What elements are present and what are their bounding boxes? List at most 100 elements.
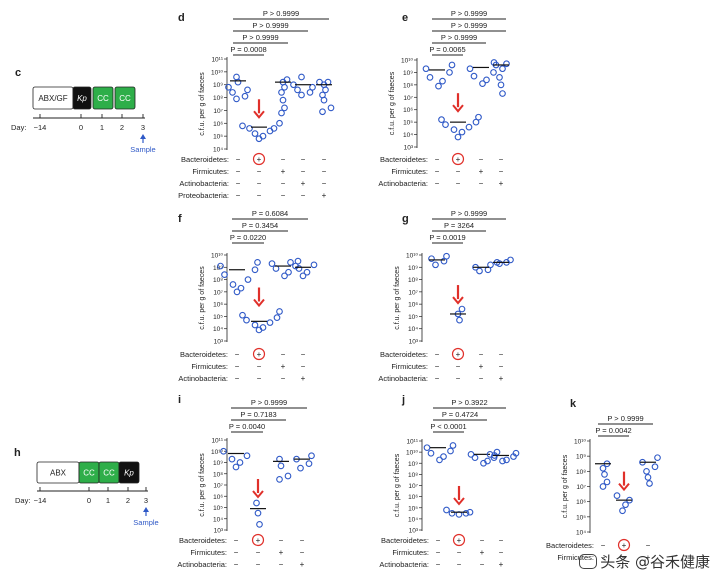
row-value: −: [436, 536, 441, 545]
row-label: Bacteroidetes:: [181, 155, 229, 164]
y-tick-label: 10⁹: [213, 82, 223, 89]
y-tick-label: 10⁵: [213, 505, 223, 512]
timeline-box-label: ABX/GF: [38, 94, 67, 103]
row-label: Actinobacteria:: [177, 560, 227, 569]
data-point: [254, 259, 261, 266]
data-point: [450, 126, 458, 133]
data-point: [276, 119, 283, 127]
arrow-down-icon: [618, 482, 630, 492]
panel-letter: d: [178, 12, 185, 24]
data-point: [448, 61, 456, 69]
data-point: [490, 69, 497, 76]
sample-arrow-icon: [143, 507, 149, 512]
arrow-down-icon: [252, 490, 264, 499]
p-value-label: P > 0.9999: [251, 398, 287, 407]
data-point: [443, 252, 450, 260]
row-value: +: [300, 560, 305, 569]
row-value: −: [456, 167, 461, 176]
y-axis-label: c.f.u. per g of faeces: [199, 72, 206, 136]
y-tick-label: 10⁷: [213, 108, 223, 115]
data-point: [306, 89, 314, 96]
row-label: Firmicutes:: [391, 362, 428, 371]
timeline-tick-label: 2: [120, 123, 124, 132]
row-value: −: [257, 191, 262, 200]
data-point: [497, 81, 505, 89]
y-tick-label: 10⁵: [408, 505, 418, 512]
arrow-down-icon: [253, 110, 265, 119]
data-point: [276, 476, 283, 483]
data-point: [254, 509, 262, 517]
row-label: Actinobacteria:: [179, 179, 229, 188]
p-value-label: P = 0.0065: [429, 45, 465, 54]
y-tick-label: 10¹¹: [211, 57, 223, 64]
row-value: −: [435, 167, 440, 176]
data-point: [244, 276, 252, 283]
y-tick-label: 10⁴: [408, 326, 418, 333]
panel-letter: f: [178, 213, 182, 225]
y-tick-label: 10⁵: [403, 120, 413, 127]
row-label: Bacteroidetes:: [381, 536, 429, 545]
y-tick-label: 10⁴: [213, 147, 223, 154]
p-value-label: P = 0.0019: [429, 233, 465, 242]
data-point: [476, 267, 483, 275]
y-tick-label: 10⁴: [403, 132, 413, 139]
row-value: +: [499, 179, 504, 188]
data-point: [243, 316, 250, 324]
panel-letter: i: [178, 394, 181, 406]
y-tick-label: 10⁸: [213, 471, 223, 478]
timeline-box-label: Kp: [77, 94, 87, 103]
data-point: [503, 60, 510, 68]
data-point: [654, 454, 661, 462]
row-value: −: [436, 560, 441, 569]
data-point: [266, 319, 274, 326]
row-value: −: [257, 374, 262, 383]
data-point: [487, 261, 494, 269]
row-value: −: [256, 548, 261, 557]
row-value: −: [234, 560, 239, 569]
p-value-label: P > 0.9999: [451, 209, 487, 218]
data-point: [458, 128, 466, 136]
y-tick-label: 10⁴: [576, 530, 586, 537]
schematic-c: c ABX/GF Kp CC CC −14 0 1 2 3 Day: Sample: [11, 67, 156, 154]
data-point: [483, 76, 490, 84]
panel-letter: j: [401, 394, 405, 406]
day-label: Day:: [15, 496, 30, 505]
data-point: [251, 266, 259, 274]
timeline-tick-label: −14: [34, 496, 47, 505]
p-value-label: P > 0.3922: [451, 398, 487, 407]
data-point: [278, 109, 285, 117]
highlight-circle: [451, 347, 465, 361]
y-tick-label: 10⁸: [408, 277, 418, 284]
data-point: [470, 72, 478, 80]
y-tick-label: 10⁶: [403, 107, 413, 114]
row-value: −: [435, 374, 440, 383]
data-point: [438, 116, 445, 124]
chat-bubble-icon: [579, 554, 598, 569]
arrow-down-icon: [452, 104, 464, 113]
row-value: +: [499, 374, 504, 383]
data-point: [426, 74, 434, 81]
row-value: −: [499, 167, 504, 176]
data-point: [276, 308, 283, 315]
y-tick-label: 10¹⁰: [406, 450, 418, 457]
y-tick-label: 10⁷: [213, 289, 223, 296]
data-point: [220, 447, 227, 455]
row-value: +: [281, 167, 286, 176]
row-value: −: [480, 536, 485, 545]
data-point: [499, 90, 506, 97]
data-point: [499, 65, 506, 73]
data-point: [479, 80, 486, 87]
row-value: −: [236, 179, 241, 188]
day-label: Day:: [11, 123, 26, 132]
p-value-label: P > 0.9999: [451, 21, 487, 30]
timeline-box: [114, 86, 136, 110]
data-point: [646, 480, 653, 487]
row-value: −: [499, 350, 504, 359]
row-value: +: [322, 191, 327, 200]
p-value-label: P > 0.9999: [441, 33, 477, 42]
row-value: −: [479, 374, 484, 383]
y-tick-label: 10⁶: [213, 494, 223, 501]
row-value: −: [257, 362, 262, 371]
y-tick-label: 10⁷: [408, 483, 418, 490]
arrow-down-icon: [453, 497, 465, 506]
